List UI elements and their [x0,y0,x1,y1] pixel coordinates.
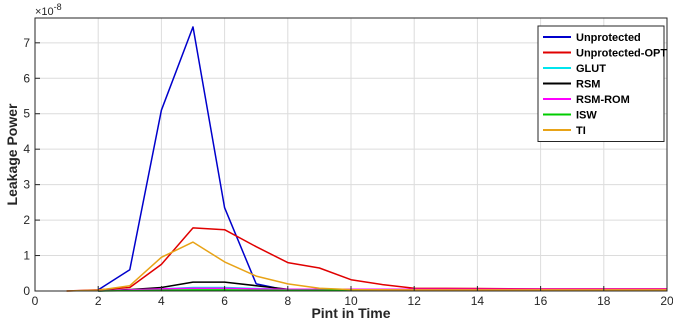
y-tick-label: 5 [23,107,30,121]
y-tick-label: 7 [23,36,30,50]
x-tick-label: 8 [284,294,291,308]
x-axis-title: Pint in Time [311,305,390,321]
y-tick-label: 2 [23,213,30,227]
legend-label-unprotected: Unprotected [576,32,641,44]
y-tick-label: 0 [23,284,30,298]
y-tick-label: 3 [23,178,30,192]
y-axis-title: Leakage Power [4,103,20,205]
legend-label-rsm-rom: RSM-ROM [576,94,630,106]
y-exponent-power: -8 [54,2,62,12]
x-tick-label: 20 [660,294,673,308]
x-tick-label: 4 [158,294,165,308]
series-lines [66,26,667,292]
y-tick-label: 6 [23,71,30,85]
legend-label-glut: GLUT [576,63,606,75]
x-tick-label: 2 [95,294,102,308]
y-tick-label: 1 [23,249,30,263]
y-exponent-label: ×10-8 [35,2,62,18]
y-tick-label: 4 [23,142,30,156]
legend-label-rsm: RSM [576,79,600,91]
x-tick-label: 10 [344,294,358,308]
x-tick-label: 16 [534,294,548,308]
x-tick-label: 0 [32,294,39,308]
legend-label-isw: ISW [576,110,597,122]
y-exponent-base: ×10 [35,6,54,18]
legend: Unprotected Unprotected-OPT GLUT RSM RSM-ROM… [537,25,667,142]
x-tick-label: 14 [471,294,485,308]
x-tick-label: 18 [597,294,611,308]
x-tick-label: 6 [221,294,228,308]
series-line-ti [66,241,667,292]
x-tick-label: 12 [408,294,422,308]
legend-label-ti: TI [576,125,586,137]
series-line-unprotected-opt [66,227,667,292]
legend-label-unprotected-opt: Unprotected-OPT [576,48,667,60]
